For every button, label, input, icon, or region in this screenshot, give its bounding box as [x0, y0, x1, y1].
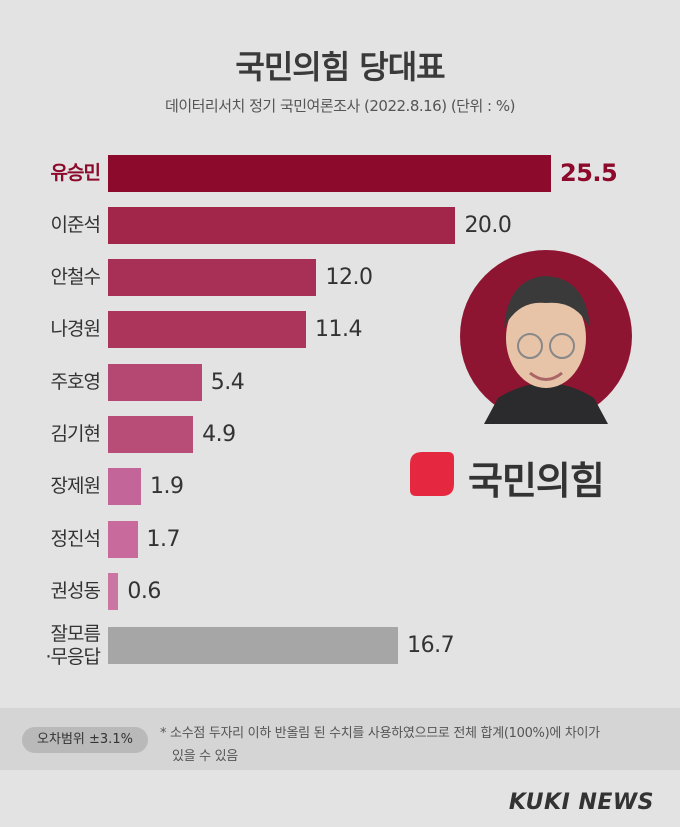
value-label: 1.9 — [150, 474, 184, 500]
bar — [108, 627, 399, 665]
value-label: 12.0 — [325, 265, 373, 291]
margin-of-error: 오차범위 ±3.1% — [22, 727, 148, 753]
note: * 소수점 두자리 이하 반올림 된 수치를 사용하였으므로 전체 합계(100… — [160, 726, 600, 741]
bar — [108, 259, 317, 297]
category-label: 안철수 — [50, 266, 101, 289]
category-label: 이준석 — [50, 213, 101, 236]
value-label: 16.7 — [407, 633, 455, 659]
bar — [108, 154, 551, 192]
value-label: 1.7 — [146, 526, 181, 552]
party-name: 국민의힘 — [468, 459, 605, 503]
bar — [108, 572, 119, 610]
bar — [108, 363, 202, 401]
category-label: 권성동 — [50, 579, 101, 602]
chart-title: 국민의힘 당대표 — [235, 48, 445, 86]
category-label: 주호영 — [50, 370, 101, 393]
bar — [108, 206, 456, 244]
bar — [108, 416, 194, 453]
category-label: 유승민 — [50, 161, 101, 184]
value-label: 5.4 — [210, 369, 245, 395]
portrait — [460, 250, 632, 424]
bar — [108, 468, 141, 506]
value-label: 0.6 — [127, 578, 161, 604]
value-label: 20.0 — [464, 212, 512, 238]
bar — [108, 520, 138, 558]
chart-subtitle: 데이터리서치 정기 국민여론조사 (2022.8.16) (단위 : %) — [165, 97, 515, 115]
category-label: 나경원 — [50, 318, 101, 341]
brand: KUKI NEWS — [508, 790, 654, 815]
bar — [108, 311, 307, 349]
value-label: 4.9 — [202, 422, 236, 447]
category-label: 정진석 — [50, 527, 101, 550]
category-label: 김기현 — [50, 423, 101, 445]
party-logo — [410, 452, 454, 496]
category-label: 잘모름 ·무응답 — [45, 622, 101, 668]
value-label: 11.4 — [315, 317, 363, 343]
category-label: 장제원 — [50, 475, 101, 498]
value-label: 25.5 — [560, 159, 618, 187]
note: 있을 수 있음 — [172, 749, 238, 764]
